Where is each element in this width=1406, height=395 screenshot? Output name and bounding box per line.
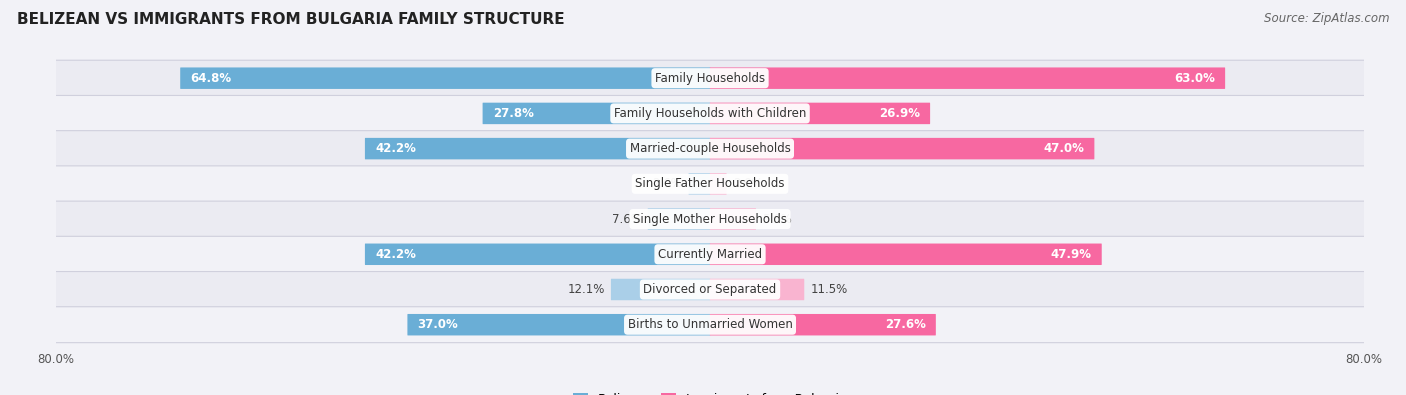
Text: Married-couple Households: Married-couple Households — [630, 142, 790, 155]
FancyBboxPatch shape — [710, 208, 756, 230]
FancyBboxPatch shape — [39, 201, 1381, 237]
FancyBboxPatch shape — [39, 60, 1381, 96]
FancyBboxPatch shape — [39, 96, 1381, 132]
Text: BELIZEAN VS IMMIGRANTS FROM BULGARIA FAMILY STRUCTURE: BELIZEAN VS IMMIGRANTS FROM BULGARIA FAM… — [17, 12, 564, 27]
FancyBboxPatch shape — [39, 271, 1381, 307]
FancyBboxPatch shape — [482, 103, 710, 124]
Text: 47.0%: 47.0% — [1043, 142, 1084, 155]
FancyBboxPatch shape — [710, 68, 1225, 89]
Text: 27.8%: 27.8% — [492, 107, 533, 120]
Text: 64.8%: 64.8% — [190, 71, 232, 85]
FancyBboxPatch shape — [180, 68, 710, 89]
Text: 11.5%: 11.5% — [810, 283, 848, 296]
Text: 5.6%: 5.6% — [762, 213, 792, 226]
Text: 2.6%: 2.6% — [652, 177, 682, 190]
Text: Single Father Households: Single Father Households — [636, 177, 785, 190]
Text: 27.6%: 27.6% — [884, 318, 925, 331]
Text: Currently Married: Currently Married — [658, 248, 762, 261]
FancyBboxPatch shape — [689, 173, 710, 195]
FancyBboxPatch shape — [710, 138, 1094, 159]
Text: 2.0%: 2.0% — [733, 177, 762, 190]
Text: 42.2%: 42.2% — [375, 248, 416, 261]
FancyBboxPatch shape — [710, 244, 1102, 265]
Text: Divorced or Separated: Divorced or Separated — [644, 283, 776, 296]
Legend: Belizean, Immigrants from Bulgaria: Belizean, Immigrants from Bulgaria — [574, 393, 846, 395]
Text: Single Mother Households: Single Mother Households — [633, 213, 787, 226]
FancyBboxPatch shape — [366, 138, 710, 159]
FancyBboxPatch shape — [710, 314, 936, 335]
Text: 47.9%: 47.9% — [1050, 248, 1091, 261]
Text: 63.0%: 63.0% — [1174, 71, 1215, 85]
FancyBboxPatch shape — [610, 279, 710, 300]
FancyBboxPatch shape — [366, 244, 710, 265]
FancyBboxPatch shape — [648, 208, 710, 230]
Text: 7.6%: 7.6% — [612, 213, 641, 226]
FancyBboxPatch shape — [710, 173, 727, 195]
Text: 37.0%: 37.0% — [418, 318, 458, 331]
FancyBboxPatch shape — [710, 103, 931, 124]
FancyBboxPatch shape — [39, 131, 1381, 167]
FancyBboxPatch shape — [710, 279, 804, 300]
FancyBboxPatch shape — [408, 314, 710, 335]
Text: Family Households: Family Households — [655, 71, 765, 85]
Text: 12.1%: 12.1% — [567, 283, 605, 296]
Text: 26.9%: 26.9% — [879, 107, 920, 120]
Text: Family Households with Children: Family Households with Children — [614, 107, 806, 120]
FancyBboxPatch shape — [39, 166, 1381, 202]
FancyBboxPatch shape — [39, 236, 1381, 272]
Text: Source: ZipAtlas.com: Source: ZipAtlas.com — [1264, 12, 1389, 25]
Text: 42.2%: 42.2% — [375, 142, 416, 155]
Text: Births to Unmarried Women: Births to Unmarried Women — [627, 318, 793, 331]
FancyBboxPatch shape — [39, 307, 1381, 343]
